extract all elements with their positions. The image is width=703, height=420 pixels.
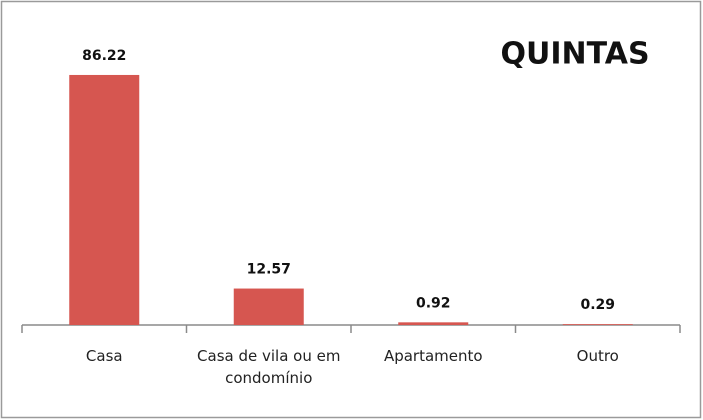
data-label: 0.92 bbox=[416, 295, 451, 311]
bar bbox=[233, 288, 304, 325]
data-label: 86.22 bbox=[82, 48, 126, 64]
x-tick-label: Outro bbox=[576, 347, 619, 365]
data-label: 0.29 bbox=[580, 297, 615, 313]
data-label: 12.57 bbox=[247, 262, 291, 278]
bar bbox=[562, 324, 633, 325]
bar bbox=[69, 74, 140, 325]
chart-title: QUINTAS bbox=[500, 37, 649, 72]
bar bbox=[398, 322, 469, 325]
x-tick-label: Apartamento bbox=[383, 347, 483, 365]
x-tick-label: Casa de vila ou em condomínio bbox=[197, 347, 341, 387]
x-tick-label: Casa bbox=[85, 347, 123, 365]
